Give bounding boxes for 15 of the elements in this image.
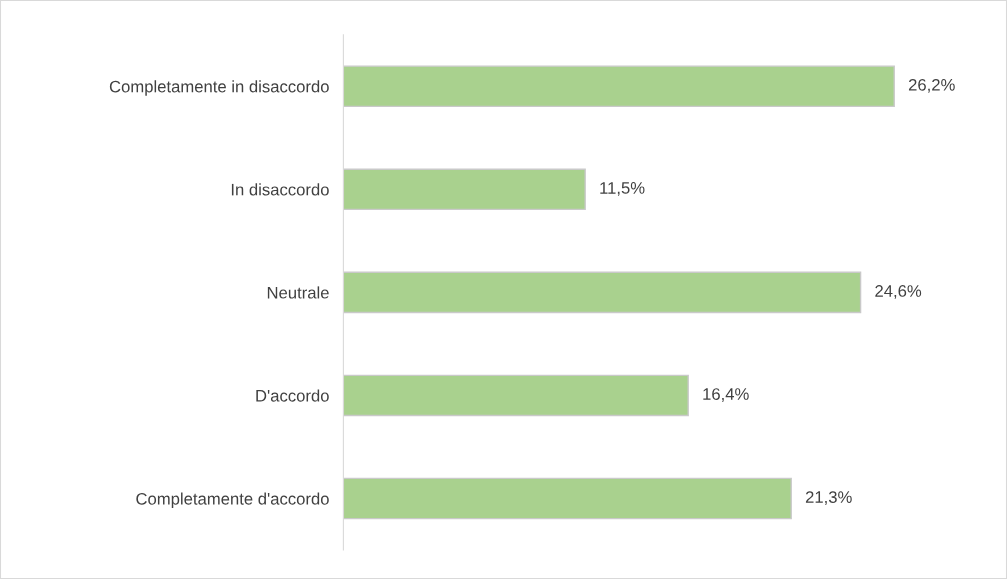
bar (343, 168, 586, 211)
y-tick-label: Neutrale (267, 286, 329, 299)
bar (343, 374, 689, 417)
bar (343, 271, 862, 314)
bar (343, 65, 895, 108)
y-tick-label: D'accordo (256, 389, 329, 402)
y-tick-label: In disaccordo (231, 183, 329, 196)
data-label: 24,6% (875, 285, 922, 299)
y-tick-label: Completamente d'accordo (136, 492, 329, 509)
data-label: 11,5% (600, 182, 645, 196)
y-tick-label: Completamente in disaccordo (109, 80, 329, 96)
data-label: 26,2% (908, 78, 955, 93)
data-label: 21,3% (805, 491, 852, 505)
bar (343, 477, 792, 520)
data-label: 16,4% (703, 388, 749, 402)
